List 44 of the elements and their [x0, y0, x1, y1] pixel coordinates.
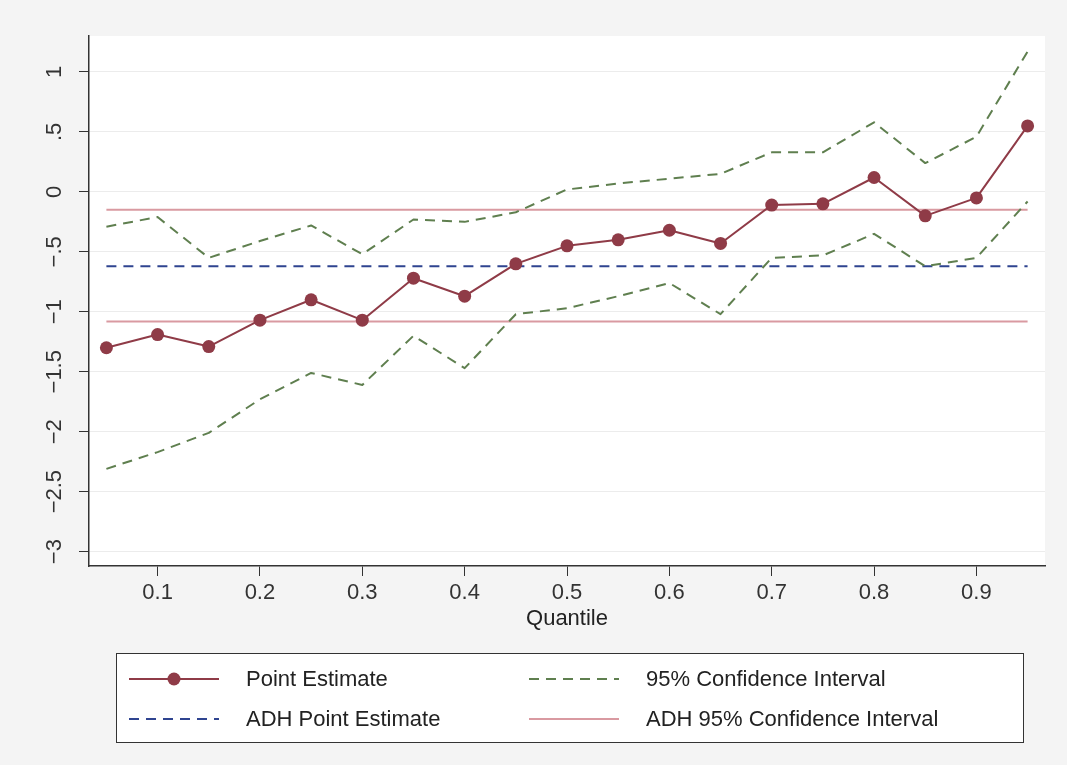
y-tick-label: −2 [41, 419, 67, 445]
point [867, 170, 881, 184]
x-tick-label: 0.7 [756, 579, 788, 605]
x-tick-label: 0.8 [858, 579, 890, 605]
y-tick-label: .5 [41, 122, 67, 142]
x-tick-label: 0.9 [961, 579, 992, 605]
legend-label: ADH Point Estimate [246, 706, 441, 732]
x-tick-label: 0.4 [449, 579, 480, 605]
point [406, 271, 420, 285]
x-axis-title: Quantile [526, 604, 608, 630]
x-tick-label: 0.1 [142, 579, 173, 605]
x-tick-label: 0.5 [551, 579, 583, 605]
point [765, 198, 779, 212]
point [969, 191, 983, 205]
point [662, 223, 676, 237]
point [355, 313, 369, 327]
point [560, 239, 574, 253]
x-tick-label: 0.3 [346, 579, 378, 605]
legend-label: ADH 95% Confidence Interval [646, 706, 939, 732]
point [253, 313, 267, 327]
legend-label: Point Estimate [246, 666, 388, 692]
y-tick-label: 0 [41, 185, 67, 199]
point [509, 257, 523, 271]
line-series [105, 50, 1029, 259]
point [304, 293, 318, 307]
point [151, 328, 165, 342]
point [458, 289, 472, 303]
y-tick-label: −3 [41, 539, 67, 565]
y-tick-label: 1 [41, 65, 67, 79]
point [611, 233, 625, 247]
line-series [105, 200, 1029, 470]
x-tick-label: 0.2 [244, 579, 276, 605]
y-tick-label: −1 [41, 299, 67, 325]
legend-label: 95% Confidence Interval [646, 666, 886, 692]
point [1021, 119, 1035, 133]
point [99, 341, 113, 355]
point [202, 340, 216, 354]
point [918, 209, 932, 223]
y-tick-label: −1.5 [41, 350, 67, 394]
point [714, 236, 728, 250]
x-tick-label: 0.6 [654, 579, 685, 605]
y-tick-label: −2.5 [41, 469, 67, 514]
point [816, 197, 830, 211]
y-tick-label: −.5 [41, 236, 67, 268]
